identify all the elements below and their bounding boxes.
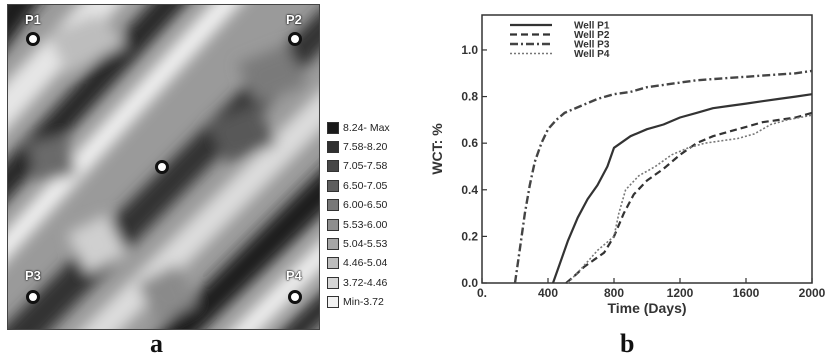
legend-label: 5.04-5.53 [343,238,388,251]
legend-label: 6.00-6.50 [343,199,388,212]
x-tick-label: 400 [538,286,558,300]
y-tick-label: 0.8 [461,90,478,104]
legend-label: 7.58-8.20 [343,141,388,154]
panel-b-label: b [620,329,635,358]
plot-frame [481,14,813,284]
legend-item: 5.53-6.00 [327,215,437,234]
legend-swatch [327,160,339,173]
y-axis-label: WCT: % [429,123,445,175]
map-legend: 8.24- Max 7.58-8.20 7.05-7.58 6.50-7.05 6.00… [327,118,437,312]
y-tick-label: 0.2 [461,229,478,243]
legend-swatch [327,179,339,192]
legend-swatch [327,141,339,154]
y-tick-label: 0.0 [461,276,478,290]
series-line-well-p3 [513,69,813,284]
well-p3-marker [26,290,40,304]
legend-item: 3.72-4.46 [327,273,437,292]
legend-label: Min-3.72 [343,296,384,309]
legend-swatch [327,276,339,289]
well-p4-label: P4 [286,268,302,283]
x-tick-label: 0. [477,286,487,300]
legend-item: 6.00-6.50 [327,196,437,215]
legend-entry: Well P4 [574,49,610,60]
legend-item: 8.24- Max [327,118,437,137]
legend-entry: Well P2 [574,30,610,41]
well-p2-marker [288,32,302,46]
legend-entry: Well P1 [574,21,610,32]
legend-item: 6.50-7.05 [327,176,437,195]
legend-label: 8.24- Max [343,121,390,134]
legend-swatch [327,257,339,270]
x-tick-label: 1600 [733,286,760,300]
permeability-map-panel: P1 P2 P3 P4 [7,4,320,330]
well-p4-marker [288,290,302,304]
legend-swatch [327,199,339,212]
series-line-well-p2 [565,111,813,284]
legend-entry: Well P3 [574,40,610,51]
legend-label: 6.50-7.05 [343,179,388,192]
series-line-well-p1 [551,93,813,284]
y-tick-label: 1.0 [461,43,478,57]
x-tick-label: 800 [604,286,624,300]
legend-swatch [327,121,339,134]
legend-swatch [327,218,339,231]
x-tick-label: 2000 [799,286,826,300]
well-p3-label: P3 [25,268,41,283]
legend-label: 3.72-4.46 [343,276,388,289]
legend-item: 4.46-5.04 [327,254,437,273]
legend-swatch [327,238,339,251]
legend-item: Min-3.72 [327,293,437,312]
legend-swatch [327,296,339,309]
legend-item: 7.58-8.20 [327,137,437,156]
x-axis-label: Time (Days) [607,300,686,316]
panel-a-label: a [150,329,163,358]
series-line-well-p4 [567,114,813,284]
legend-item: 5.04-5.53 [327,234,437,253]
well-p1-label: P1 [25,12,41,27]
permeability-map [7,4,320,330]
legend-item: 7.05-7.58 [327,157,437,176]
wct-chart: 0. 400 800 1200 1600 2000 0.0 0.2 0.4 0.6 0.8 1.0 Ti… [429,14,826,316]
y-tick-label: 0.4 [461,183,478,197]
x-tick-label: 1200 [667,286,694,300]
well-p2-label: P2 [286,12,302,27]
injector-marker [155,160,169,174]
legend-label: 7.05-7.58 [343,160,388,173]
legend-label: 4.46-5.04 [343,257,388,270]
y-tick-label: 0.6 [461,136,478,150]
well-p1-marker [26,32,40,46]
legend-label: 5.53-6.00 [343,218,388,231]
